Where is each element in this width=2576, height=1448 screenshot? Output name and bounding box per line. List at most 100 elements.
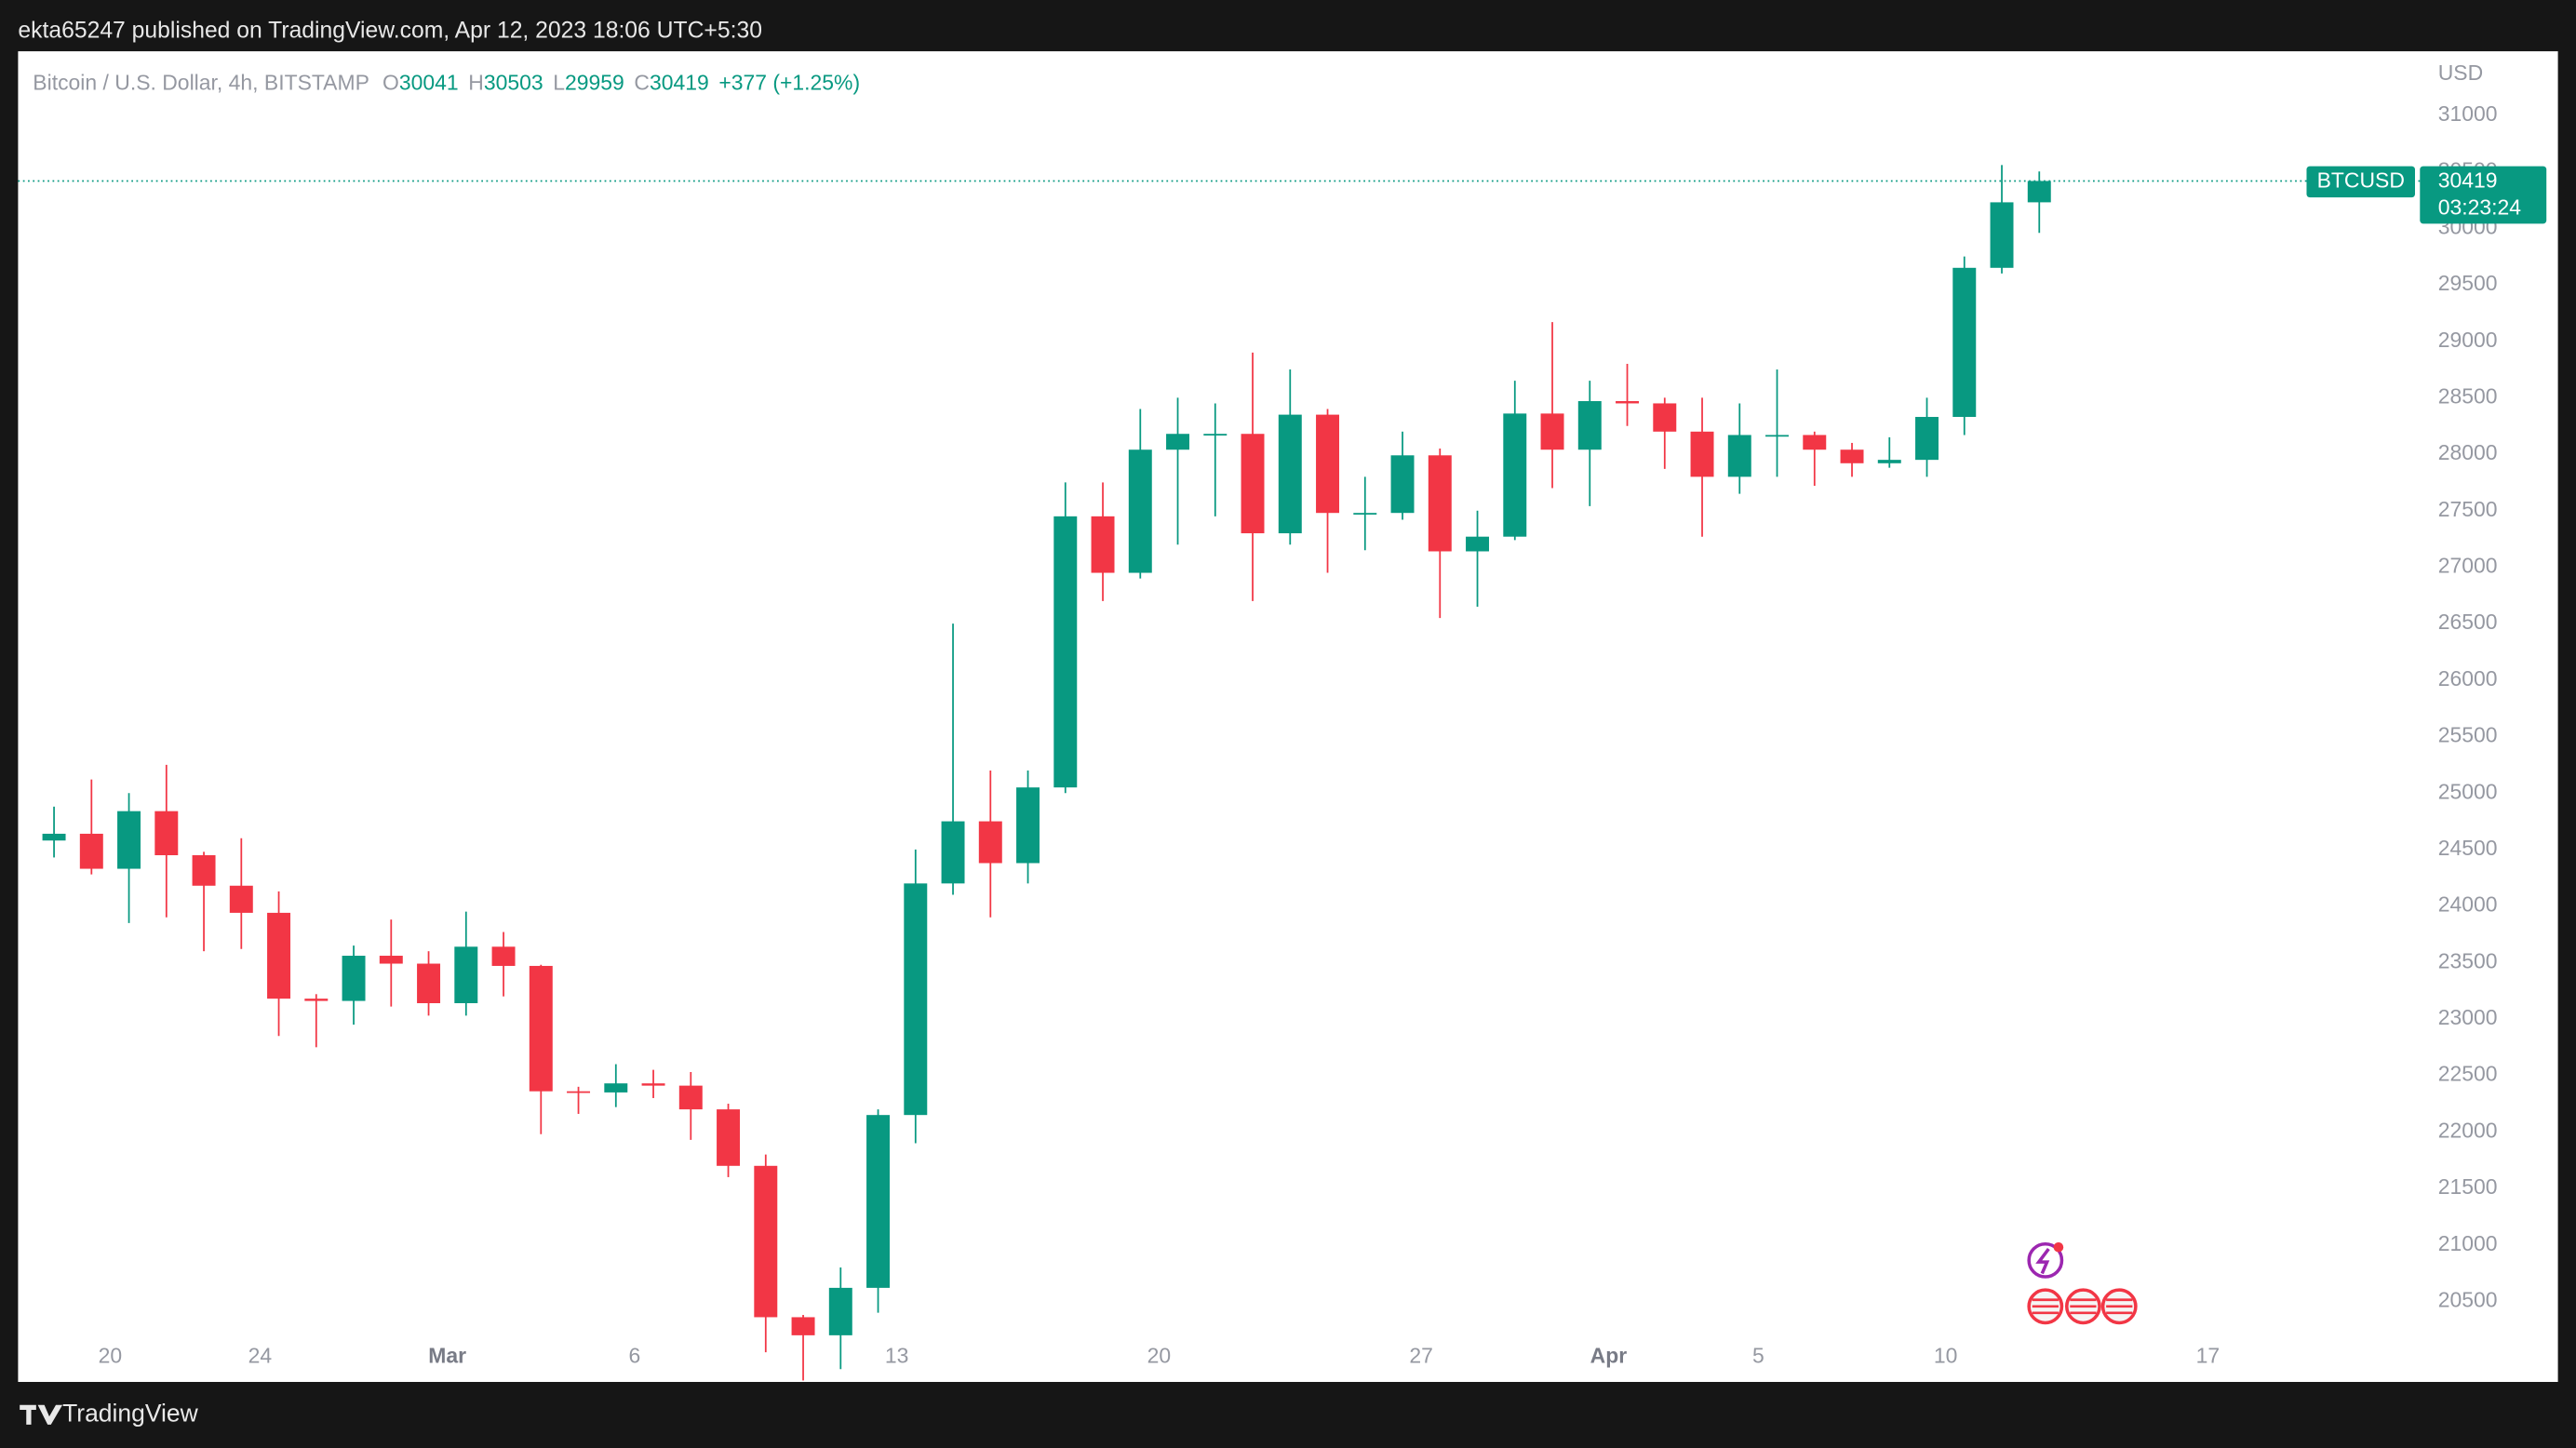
x-tick-label: 5 xyxy=(1752,1344,1764,1368)
legend-title: Bitcoin / U.S. Dollar, 4h, BITSTAMP xyxy=(33,70,369,94)
candle-body xyxy=(2027,181,2051,203)
candle-body xyxy=(1540,413,1564,450)
legend: Bitcoin / U.S. Dollar, 4h, BITSTAMP O3004… xyxy=(33,70,860,94)
x-tick-label: 6 xyxy=(629,1344,641,1368)
candle-body xyxy=(1690,431,1714,477)
candle-body xyxy=(1203,434,1228,436)
candle-body xyxy=(1803,435,1827,450)
candle-body xyxy=(866,1115,891,1288)
candle-body xyxy=(1016,787,1040,864)
chart-pane xyxy=(18,51,2558,1383)
candle-body xyxy=(1616,401,1640,404)
change: +377 (+1.25%) xyxy=(718,70,860,94)
y-tick-label: 23000 xyxy=(2438,1005,2498,1029)
y-tick-label: 22500 xyxy=(2438,1062,2498,1086)
plot: 20500 21000 21500 22000 22500 23000 23500 24000… xyxy=(18,101,2547,1381)
candle-body xyxy=(1278,414,1302,534)
candle-body xyxy=(1128,449,1152,573)
x-tick-label: 20 xyxy=(99,1344,123,1368)
candle-body xyxy=(1915,417,1939,461)
event-icons xyxy=(2027,1241,2138,1325)
candle-body xyxy=(1053,516,1078,788)
candle-body xyxy=(1466,536,1490,552)
candle-body xyxy=(717,1109,741,1166)
icon xyxy=(2035,1247,2050,1275)
candle-body xyxy=(754,1165,778,1318)
candle-body xyxy=(154,811,179,855)
x-tick-label: 27 xyxy=(1409,1344,1433,1368)
candle-body xyxy=(904,883,928,1116)
candle-body xyxy=(529,965,553,1092)
ohlc-value: 30419 xyxy=(650,70,709,94)
candle-body xyxy=(304,999,329,1001)
price-label: 30419 xyxy=(2438,168,2498,192)
y-tick-label: 31000 xyxy=(2438,101,2498,126)
y-tick-label: 23500 xyxy=(2438,948,2498,972)
symbol-tag xyxy=(2306,166,2415,198)
candle-body xyxy=(1428,455,1452,552)
x-tick-label: 17 xyxy=(2196,1344,2220,1368)
y-tick-label: 26500 xyxy=(2438,610,2498,634)
candle-body xyxy=(267,912,291,999)
icon xyxy=(2032,1298,2133,1315)
ohlc-value: 30041 xyxy=(399,70,459,94)
candle-body xyxy=(1727,435,1751,477)
candle-body xyxy=(1091,516,1115,573)
candle-body xyxy=(1241,434,1265,534)
ohlc-value: 29959 xyxy=(565,70,624,94)
ohlc-letter: H xyxy=(468,70,484,94)
candle-body xyxy=(192,854,216,886)
y-tick-label: 22000 xyxy=(2438,1118,2498,1142)
x-tick-label: 10 xyxy=(1934,1344,1958,1368)
y-tick-label: 28500 xyxy=(2438,383,2498,408)
y-tick-label: 27500 xyxy=(2438,497,2498,521)
candle-body xyxy=(1877,460,1901,463)
candle-body xyxy=(678,1085,703,1110)
brand: TradingView xyxy=(62,1399,199,1427)
y-tick-label: 29500 xyxy=(2438,271,2498,295)
y-tick-label: 26000 xyxy=(2438,666,2498,690)
candle-body xyxy=(1390,455,1415,514)
x-tick-label: 13 xyxy=(885,1344,909,1368)
axis-unit: USD xyxy=(2438,60,2483,85)
candle-body xyxy=(454,946,478,1004)
y-tick-label: 24500 xyxy=(2438,836,2498,860)
y-tick-label: 21500 xyxy=(2438,1174,2498,1199)
publisher-line: ekta65247 published on TradingView.com, … xyxy=(18,18,762,43)
candle-body xyxy=(1765,435,1790,437)
candle-body xyxy=(42,833,66,841)
candle-body xyxy=(604,1083,628,1093)
x-tick-label: 20 xyxy=(1147,1344,1172,1368)
y-tick-label: 25500 xyxy=(2438,723,2498,747)
x-tick-label: Mar xyxy=(428,1344,466,1368)
candle-body xyxy=(791,1317,815,1335)
candle-body xyxy=(117,811,141,869)
candle-body xyxy=(491,946,516,966)
candle-body xyxy=(941,821,965,884)
candle-body xyxy=(978,821,1002,864)
candle-body xyxy=(641,1083,665,1086)
y-tick-label: 24000 xyxy=(2438,892,2498,917)
y-tick-label: 28000 xyxy=(2438,440,2498,464)
x-tick-label: Apr xyxy=(1590,1344,1628,1368)
symbol-label: BTCUSD xyxy=(2317,168,2405,192)
candle-body xyxy=(417,963,441,1004)
ohlc-letter: O xyxy=(382,70,399,94)
candle-body xyxy=(1503,413,1527,537)
y-tick-label: 29000 xyxy=(2438,328,2498,352)
logo xyxy=(20,1404,63,1425)
candle-body xyxy=(1316,414,1340,514)
candle-body xyxy=(379,956,403,964)
y-tick-label: 21000 xyxy=(2438,1231,2498,1255)
candle-body xyxy=(229,885,253,913)
candle-body xyxy=(567,1091,591,1093)
candle-body xyxy=(342,956,366,1001)
icon xyxy=(2053,1241,2064,1253)
candle-body xyxy=(1353,513,1377,515)
price-tag xyxy=(2420,166,2547,224)
y-tick-label: 27000 xyxy=(2438,554,2498,578)
candle-body xyxy=(1952,267,1977,418)
countdown-label: 03:23:24 xyxy=(2438,195,2522,220)
